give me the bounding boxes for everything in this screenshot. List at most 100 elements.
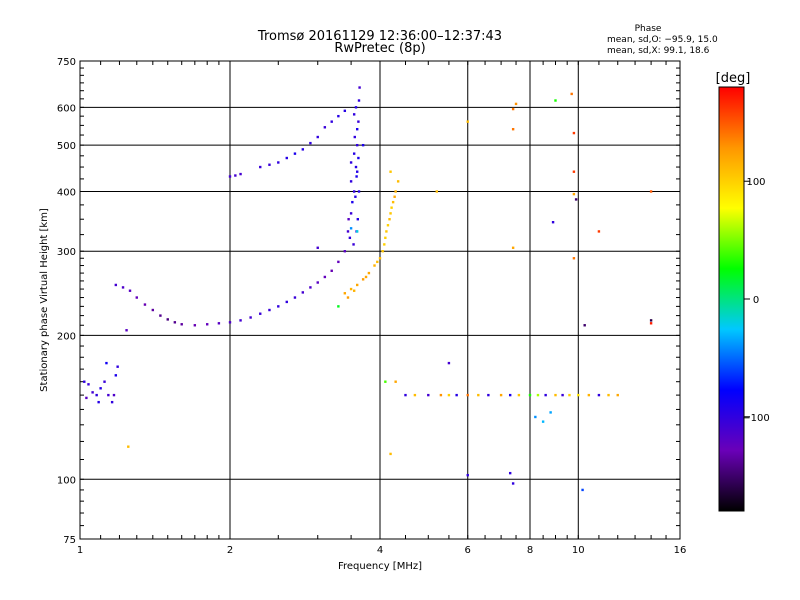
y-tick-label: 600 (57, 103, 76, 114)
data-point (358, 86, 361, 89)
data-point (349, 287, 353, 291)
data-point (352, 289, 356, 292)
data-point (347, 218, 350, 221)
x-tick-label: 2 (227, 545, 233, 556)
data-point (348, 236, 352, 240)
data-point (316, 135, 319, 139)
data-point (384, 236, 387, 240)
data-point (355, 283, 359, 287)
data-point (373, 264, 376, 267)
data-point (447, 361, 451, 365)
data-point (536, 393, 540, 397)
data-point (511, 127, 515, 131)
phase-x-line: mean, sd,X: 99.1, 18.6 (607, 46, 710, 56)
data-point (554, 393, 557, 397)
data-point (357, 120, 360, 123)
data-point (389, 212, 392, 215)
data-point (114, 283, 118, 287)
data-point (351, 200, 354, 204)
data-point (349, 161, 353, 164)
data-point (447, 393, 451, 397)
data-point (383, 243, 386, 246)
colorbar-label: [deg] (716, 71, 751, 86)
data-point (323, 275, 327, 279)
colorbar-tick-label: 100 (746, 177, 765, 188)
data-point (389, 452, 392, 456)
data-point (364, 275, 368, 279)
data-point (309, 286, 312, 289)
data-point (355, 170, 359, 173)
data-point (508, 471, 512, 475)
data-point (570, 92, 573, 96)
data-point (357, 99, 361, 102)
data-point (127, 445, 130, 448)
data-point (103, 380, 106, 383)
data-point (568, 393, 571, 397)
data-point (352, 243, 355, 246)
data-point (159, 314, 162, 317)
data-point (404, 393, 407, 397)
data-point (316, 281, 319, 284)
y-tick-label: 200 (57, 331, 76, 342)
data-point (534, 415, 537, 419)
x-tick-label: 8 (527, 545, 533, 556)
data-point (544, 393, 547, 397)
data-point (386, 224, 390, 227)
y-tick-label: 100 (57, 475, 76, 486)
data-point (285, 156, 288, 160)
data-point (293, 296, 297, 299)
data-point (151, 308, 155, 312)
y-axis-label: Stationary phase Virtual Height [km] (39, 208, 50, 392)
data-point (354, 106, 358, 109)
data-point (487, 393, 490, 397)
data-point (301, 291, 305, 294)
data-point (393, 195, 396, 198)
data-point (116, 365, 119, 368)
colorbar-ticks: 100 0 −100 (742, 177, 769, 424)
data-point (193, 324, 197, 327)
data-point (376, 260, 379, 264)
data-point (234, 174, 237, 177)
data-point (649, 322, 653, 325)
x-tick-labels: 1 2 4 6 8 10 16 (77, 545, 687, 556)
data-point (107, 393, 110, 397)
colorbar-tick-label: −100 (742, 413, 769, 424)
data-point (367, 271, 371, 275)
data-point (649, 319, 653, 322)
data-point (572, 131, 576, 135)
data-point (323, 126, 327, 129)
data-point (597, 393, 601, 397)
data-point (268, 308, 271, 312)
data-point (85, 396, 88, 400)
data-point (166, 318, 169, 321)
data-point (551, 221, 555, 224)
data-point (239, 172, 242, 176)
data-point (355, 175, 358, 178)
data-point (649, 190, 653, 193)
data-point (466, 393, 469, 397)
data-point (508, 393, 512, 397)
data-point (354, 195, 357, 198)
data-point (389, 170, 392, 173)
data-point (259, 312, 262, 315)
data-point (528, 393, 532, 397)
data-point (330, 120, 333, 123)
data-point (343, 109, 347, 113)
data-point (352, 190, 356, 193)
data-point (277, 161, 280, 164)
data-point (97, 400, 100, 404)
data-point (455, 393, 458, 397)
chart-subtitle: RwPretec (8p) (334, 41, 425, 56)
data-point (352, 113, 356, 116)
data-point (572, 192, 576, 196)
data-point (268, 163, 271, 166)
data-point (125, 329, 128, 332)
data-point (391, 200, 395, 204)
data-point (413, 393, 417, 397)
data-point (577, 393, 580, 397)
data-point (112, 393, 116, 397)
data-point (607, 393, 610, 397)
data-point (572, 170, 576, 173)
data-point (135, 296, 138, 299)
data-point (394, 190, 397, 193)
